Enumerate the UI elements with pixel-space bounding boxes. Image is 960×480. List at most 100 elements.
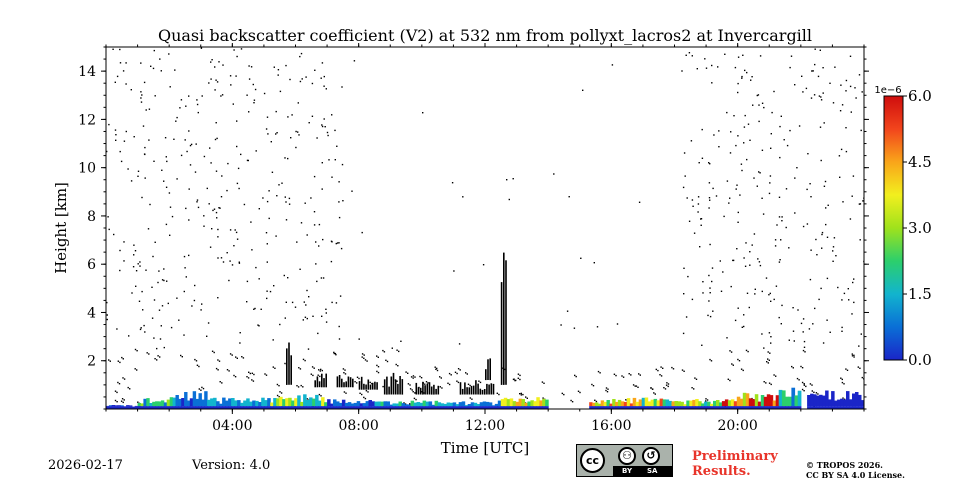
cloud-column bbox=[363, 383, 365, 390]
cloud-column bbox=[428, 382, 431, 395]
cloud-column bbox=[286, 348, 288, 385]
cloud-column bbox=[475, 380, 477, 395]
cloud-column bbox=[489, 358, 491, 381]
cloud-column bbox=[316, 376, 319, 388]
cloud-column bbox=[505, 260, 507, 385]
cloud-column bbox=[490, 383, 493, 395]
colorbar-tick-label: 0.0 bbox=[908, 351, 932, 369]
x-tick-label: 20:00 bbox=[717, 418, 757, 434]
y-tick-label: 12 bbox=[78, 112, 96, 128]
plot-frame bbox=[105, 46, 865, 410]
y-tick-label: 2 bbox=[87, 354, 96, 370]
cloud-column bbox=[401, 379, 404, 395]
cloud-column bbox=[470, 385, 473, 395]
copyright-label: © TROPOS 2026. CC BY SA 4.0 License. bbox=[806, 460, 926, 480]
cloud-column bbox=[503, 252, 505, 385]
copyright-line-2: CC BY SA 4.0 License. bbox=[806, 470, 905, 480]
noise-dots bbox=[106, 47, 864, 409]
x-tick-label: 16:00 bbox=[591, 418, 631, 434]
cloud-column bbox=[345, 381, 347, 388]
share-alike-icon: ↺ bbox=[642, 447, 660, 465]
cloud-column bbox=[360, 376, 363, 390]
aerosol-layer bbox=[106, 387, 864, 409]
cloud-column bbox=[341, 378, 343, 388]
chart-title: Quasi backscatter coefficient (V2) at 53… bbox=[158, 26, 812, 45]
cloud-column bbox=[367, 379, 370, 390]
cloud-column bbox=[386, 376, 388, 395]
cloud-column bbox=[486, 383, 488, 395]
y-axis-label: Height [km] bbox=[52, 182, 70, 274]
cloud-column bbox=[479, 388, 482, 395]
x-tick-label: 12:00 bbox=[465, 418, 505, 434]
cloud-column bbox=[417, 387, 420, 395]
version-label: Version: 4.0 bbox=[192, 458, 271, 473]
x-axis-label: Time [UTC] bbox=[441, 439, 530, 457]
colorbar-tick-label: 3.0 bbox=[908, 219, 932, 237]
cloud-column bbox=[358, 381, 361, 390]
preliminary-results-label: Preliminary Results. bbox=[692, 449, 802, 479]
cloud-column bbox=[487, 359, 489, 380]
cloud-column bbox=[492, 383, 495, 395]
y-tick-label: 6 bbox=[87, 257, 96, 273]
colorbar-tick-label: 6.0 bbox=[908, 87, 932, 105]
cloud-column bbox=[369, 384, 372, 390]
colorbar-tick-label: 4.5 bbox=[908, 153, 932, 171]
cloud-column bbox=[388, 386, 390, 395]
cloud-column bbox=[488, 384, 490, 395]
cloud-column bbox=[422, 381, 424, 395]
cloud-column bbox=[424, 385, 426, 395]
y-tick-label: 14 bbox=[78, 64, 96, 80]
cloud-column bbox=[466, 387, 468, 395]
cloud-column bbox=[437, 385, 440, 395]
cloud-column bbox=[343, 382, 345, 388]
cloud-column bbox=[325, 373, 327, 388]
cloud-column bbox=[365, 384, 367, 390]
cloud-column bbox=[419, 387, 422, 395]
cloud-column bbox=[321, 373, 323, 388]
colorbar-exponent: 1e−6 bbox=[874, 85, 901, 96]
y-tick-label: 10 bbox=[78, 161, 96, 177]
cloud-column bbox=[390, 376, 393, 395]
colorbar-tick-label: 1.5 bbox=[908, 285, 932, 303]
cloud-column bbox=[371, 382, 374, 390]
cloud-column bbox=[338, 375, 341, 388]
cloud-column bbox=[318, 381, 321, 388]
cc-logo-icon: cc bbox=[580, 448, 605, 473]
cloud-column bbox=[394, 379, 397, 395]
cloud-column bbox=[426, 383, 429, 395]
cloud-column bbox=[477, 383, 479, 395]
x-tick-label: 08:00 bbox=[338, 418, 378, 434]
cloud-column bbox=[376, 382, 378, 390]
cloud-column bbox=[374, 381, 376, 390]
cloud-column bbox=[397, 383, 399, 395]
cloud-layers bbox=[286, 252, 507, 395]
colorbar bbox=[883, 95, 904, 361]
y-axis: 2 4 6 8 10 12 14 bbox=[78, 46, 869, 410]
preliminary-line-1: Preliminary bbox=[692, 449, 778, 464]
cloud-column bbox=[314, 380, 316, 388]
cloud-column bbox=[352, 378, 354, 388]
cloud-column bbox=[323, 378, 325, 388]
plot-area bbox=[106, 47, 864, 409]
cloud-column bbox=[483, 389, 486, 395]
cloud-column bbox=[349, 377, 352, 388]
colorbar-ticks: 0.0 1.5 3.0 4.5 6.0 bbox=[903, 87, 932, 369]
x-axis: 04:00 08:00 12:00 16:00 20:00 bbox=[105, 43, 865, 434]
license-by-text: BY bbox=[622, 467, 633, 475]
x-tick-label: 04:00 bbox=[212, 418, 252, 434]
cloud-column bbox=[383, 379, 386, 395]
attribution-icon: ⚇ bbox=[618, 447, 636, 465]
preliminary-line-2: Results. bbox=[692, 464, 751, 479]
cloud-column bbox=[415, 382, 418, 395]
cloud-column bbox=[464, 382, 466, 395]
cc-license-badge: cc ⚇ ↺ BY SA bbox=[576, 444, 673, 477]
cloud-column bbox=[399, 376, 401, 395]
cloud-column bbox=[461, 388, 464, 395]
cloud-column bbox=[336, 376, 339, 388]
y-tick-label: 8 bbox=[87, 209, 96, 225]
cloud-column bbox=[472, 385, 475, 395]
cloud-column bbox=[481, 389, 484, 395]
cloud-column bbox=[435, 388, 437, 395]
copyright-line-1: © TROPOS 2026. bbox=[806, 460, 883, 470]
